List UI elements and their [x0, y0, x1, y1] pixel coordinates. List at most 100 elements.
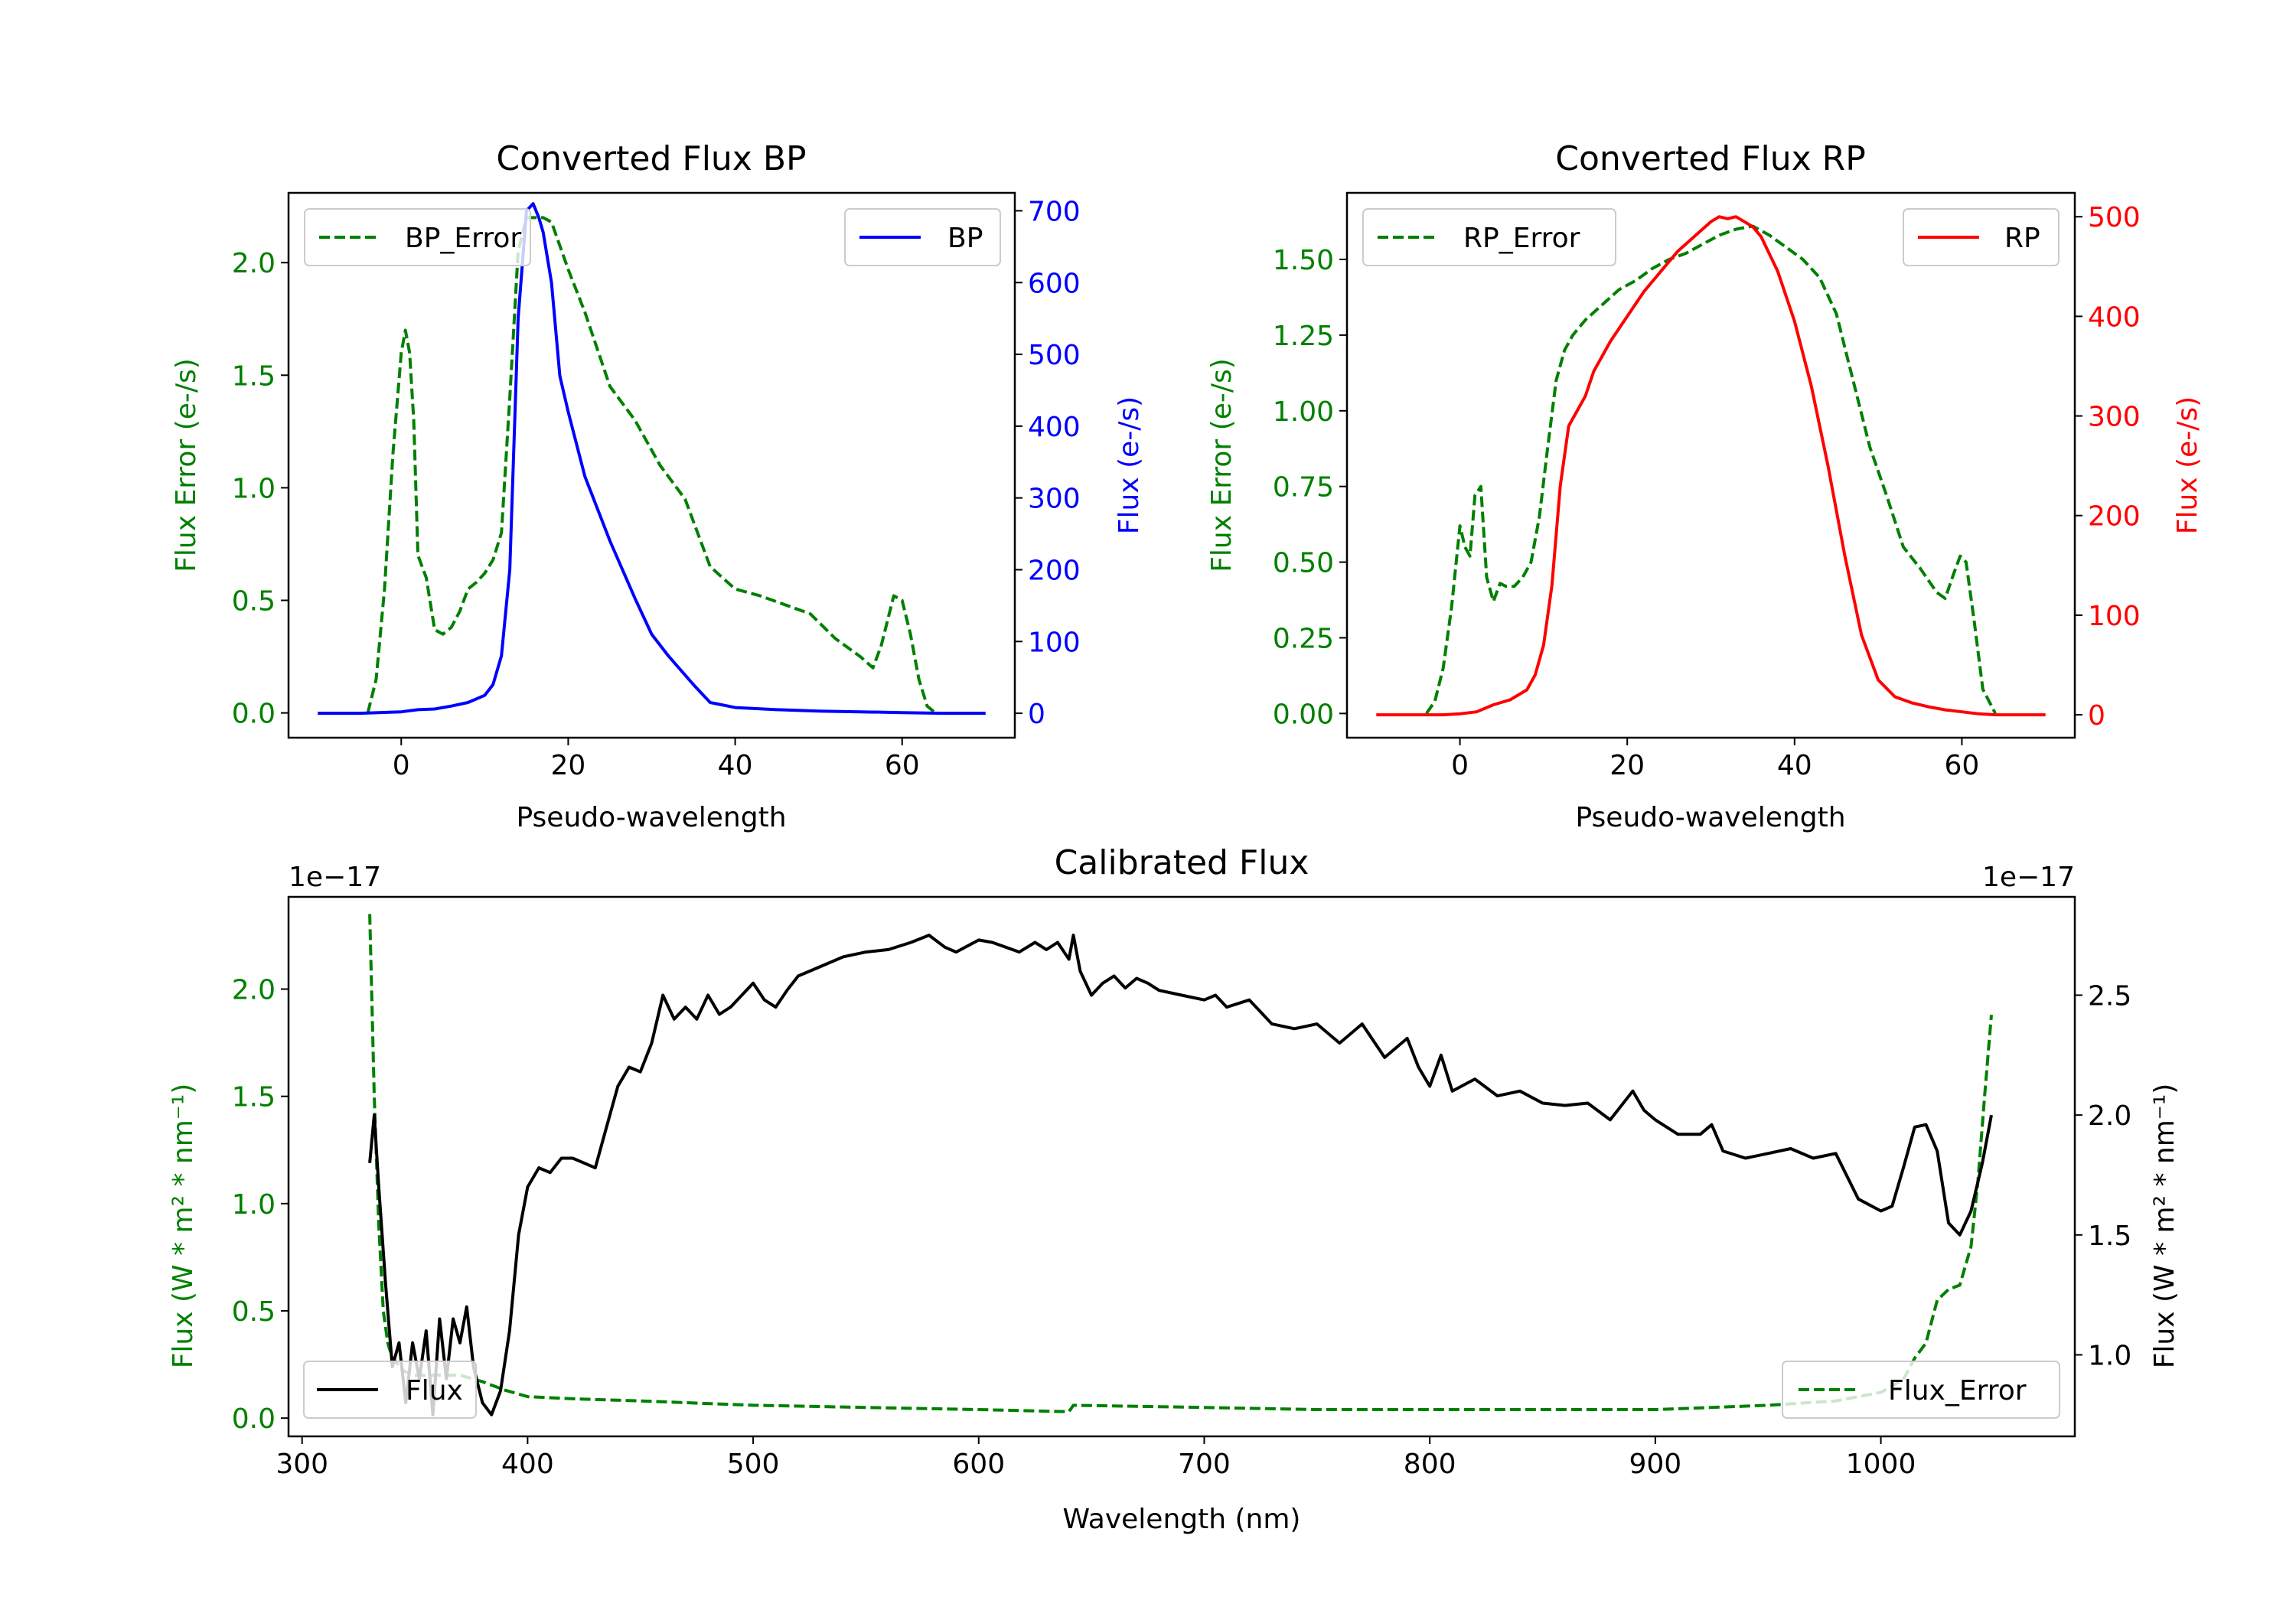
bp-title: Converted Flux BP — [496, 139, 806, 178]
bp-series-bp-error — [366, 216, 937, 715]
bp-legend-right-box — [844, 208, 1001, 266]
rp-legend-right: RP — [1903, 208, 2060, 266]
rp-left-tick-label: 0.50 — [1273, 548, 1334, 579]
cal-right-tick-label: 2.5 — [2088, 980, 2131, 1012]
cal-x-tick-label: 300 — [276, 1449, 328, 1480]
bp-left-tick-label: 0.0 — [232, 699, 276, 730]
rp-legend-right-label: RP — [2004, 223, 2040, 254]
panel-rp: Converted Flux RP Flux Error (e-/s) Flux… — [1206, 139, 2203, 833]
bp-x-ticks: 0 20 40 60 — [393, 738, 920, 781]
cal-x-ticks: 300 400 500 600 700 800 900 1000 — [276, 1436, 1916, 1480]
rp-right-tick-label: 100 — [2088, 601, 2141, 632]
bp-left-ticks: 0.0 0.5 1.0 1.5 2.0 — [232, 248, 289, 730]
rp-x-tick-label: 60 — [1945, 750, 1980, 781]
rp-right-tick-label: 0 — [2088, 700, 2105, 732]
cal-x-tick-label: 800 — [1404, 1449, 1456, 1480]
bp-series-bp — [318, 202, 986, 715]
cal-x-tick-label: 600 — [952, 1449, 1005, 1480]
bp-right-ticks: 0 100 200 300 400 500 600 700 — [1015, 196, 1081, 730]
cal-legend-left: Flux — [303, 1361, 477, 1419]
cal-offset-left: 1e−17 — [289, 862, 381, 893]
cal-x-tick-label: 700 — [1178, 1449, 1231, 1480]
bp-left-y-label: Flux Error (e-/s) — [171, 358, 202, 572]
rp-left-tick-label: 0.75 — [1273, 472, 1334, 504]
rp-x-tick-label: 0 — [1451, 750, 1469, 781]
rp-series-rp-error — [1425, 224, 1997, 715]
panel-bp: Converted Flux BP Flux Error (e-/s) Flux… — [171, 139, 1145, 833]
rp-left-ticks: 0.00 0.25 0.50 0.75 1.00 1.25 1.50 — [1273, 245, 1347, 730]
rp-series-rp — [1376, 215, 2046, 717]
cal-x-tick-label: 500 — [727, 1449, 780, 1480]
rp-left-tick-label: 0.25 — [1273, 623, 1334, 654]
bp-right-tick-label: 600 — [1028, 268, 1081, 299]
bp-left-tick-label: 1.0 — [232, 473, 276, 504]
cal-offset-right: 1e−17 — [1982, 862, 2075, 893]
cal-series-flux — [368, 934, 1993, 1416]
cal-left-y-label: Flux (W * m² * nm⁻¹) — [168, 1084, 199, 1369]
bp-x-tick-label: 20 — [551, 750, 586, 781]
bp-x-tick-label: 0 — [393, 750, 410, 781]
bp-legend-left: BP_Error — [304, 208, 531, 266]
bp-right-tick-label: 0 — [1028, 699, 1045, 730]
rp-left-y-label: Flux Error (e-/s) — [1206, 358, 1238, 572]
rp-legend-left-box — [1362, 208, 1616, 266]
cal-x-label: Wavelength (nm) — [1063, 1504, 1301, 1535]
cal-right-tick-label: 1.0 — [2088, 1340, 2131, 1371]
cal-left-tick-label: 1.5 — [232, 1082, 276, 1113]
rp-x-tick-label: 20 — [1609, 750, 1645, 781]
bp-right-tick-label: 500 — [1028, 340, 1081, 371]
cal-axes-frame — [287, 895, 2076, 1438]
bp-legend-left-label: BP_Error — [405, 223, 521, 254]
rp-right-tick-label: 500 — [2088, 202, 2141, 233]
bp-left-y-label-group: Flux Error (e-/s) — [171, 358, 202, 572]
bp-legend-left-box — [304, 208, 531, 266]
cal-legend-right-box — [1782, 1361, 2060, 1419]
bp-right-tick-label: 700 — [1028, 196, 1081, 227]
bp-right-y-label: Flux (e-/s) — [1114, 396, 1145, 534]
rp-x-tick-label: 40 — [1777, 750, 1812, 781]
bp-right-tick-label: 100 — [1028, 627, 1081, 658]
bp-x-tick-label: 60 — [885, 750, 920, 781]
bp-right-tick-label: 200 — [1028, 555, 1081, 586]
rp-right-ticks: 0 100 200 300 400 500 — [2075, 202, 2141, 732]
cal-x-tick-label: 1000 — [1846, 1449, 1916, 1480]
cal-legend-left-box — [303, 1361, 477, 1419]
rp-right-tick-label: 200 — [2088, 501, 2141, 533]
cal-right-y-label-group: Flux (W * m² * nm⁻¹) — [2149, 1084, 2180, 1369]
rp-legend-left-label: RP_Error — [1463, 223, 1580, 254]
cal-left-tick-label: 2.0 — [232, 975, 276, 1006]
bp-right-tick-label: 300 — [1028, 484, 1081, 515]
rp-x-ticks: 0 20 40 60 — [1451, 738, 1979, 781]
bp-left-tick-label: 1.5 — [232, 360, 276, 392]
rp-title: Converted Flux RP — [1555, 139, 1866, 178]
bp-right-y-label-group: Flux (e-/s) — [1114, 396, 1145, 534]
bp-left-tick-label: 2.0 — [232, 248, 276, 279]
bp-legend-right-label: BP — [947, 223, 983, 254]
bp-left-tick-label: 0.5 — [232, 586, 276, 618]
rp-legend-right-box — [1903, 208, 2060, 266]
rp-axes-frame — [1345, 191, 2076, 739]
rp-left-tick-label: 0.00 — [1273, 699, 1334, 730]
cal-legend-left-label: Flux — [406, 1375, 463, 1407]
bp-right-tick-label: 400 — [1028, 412, 1081, 443]
cal-right-y-label: Flux (W * m² * nm⁻¹) — [2149, 1084, 2180, 1369]
rp-right-tick-label: 300 — [2088, 402, 2141, 433]
panel-calibrated: Calibrated Flux 1e−17 1e−17 Flux (W * m²… — [168, 843, 2180, 1535]
cal-left-tick-label: 1.0 — [232, 1189, 276, 1221]
rp-left-tick-label: 1.25 — [1273, 321, 1334, 352]
rp-right-y-label: Flux (e-/s) — [2172, 396, 2203, 534]
cal-legend-right: Flux_Error — [1782, 1361, 2060, 1419]
cal-title: Calibrated Flux — [1055, 843, 1309, 882]
bp-x-label: Pseudo-wavelength — [516, 802, 786, 833]
cal-right-tick-label: 1.5 — [2088, 1221, 2131, 1252]
cal-x-tick-label: 400 — [501, 1449, 554, 1480]
rp-plot-area — [1376, 215, 2046, 717]
cal-right-tick-label: 2.0 — [2088, 1100, 2131, 1132]
bp-x-tick-label: 40 — [718, 750, 753, 781]
rp-left-y-label-group: Flux Error (e-/s) — [1206, 358, 1238, 572]
cal-x-tick-label: 900 — [1629, 1449, 1682, 1480]
rp-right-tick-label: 400 — [2088, 302, 2141, 333]
cal-left-y-label-group: Flux (W * m² * nm⁻¹) — [168, 1084, 199, 1369]
rp-left-tick-label: 1.00 — [1273, 396, 1334, 428]
